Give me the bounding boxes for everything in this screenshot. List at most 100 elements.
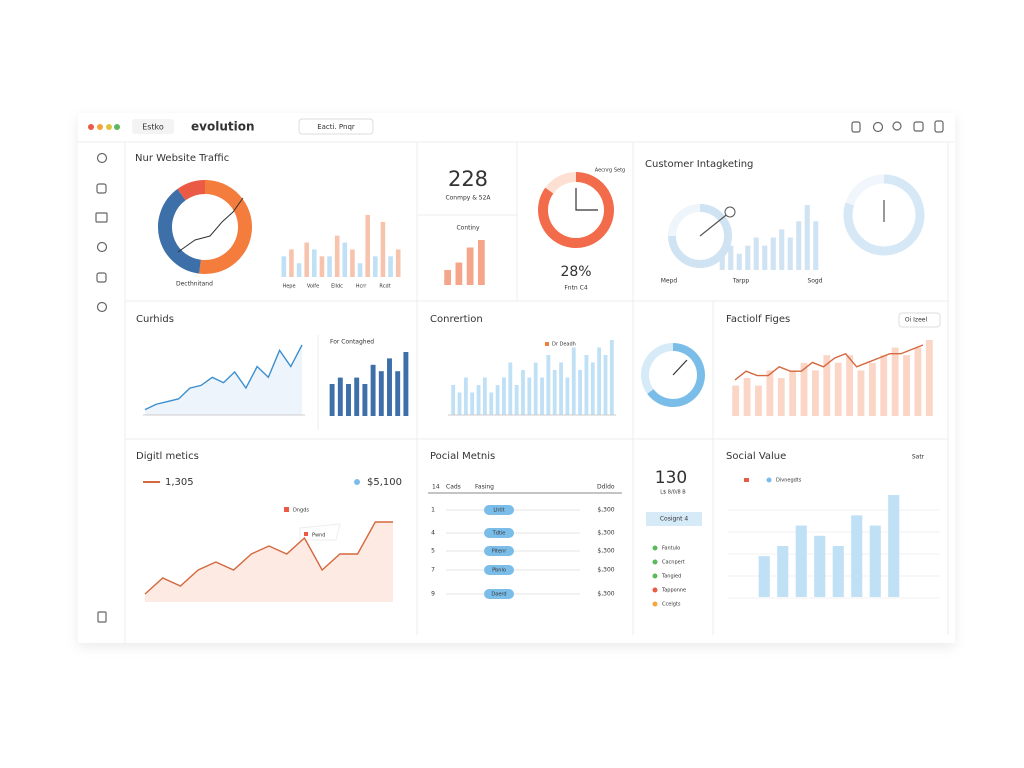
column-header: Cads [446, 484, 461, 491]
bar [502, 377, 506, 415]
brand-box[interactable] [132, 119, 174, 134]
bar [289, 249, 294, 277]
row-value: $,300 [597, 548, 614, 555]
toolbar-icon[interactable] [892, 121, 902, 131]
bar [925, 340, 933, 416]
x-label: Hepe [282, 284, 295, 290]
bar [342, 242, 348, 277]
toolbar-icon[interactable] [913, 121, 924, 132]
bar [584, 355, 589, 415]
gauge-value: 28% [560, 264, 591, 280]
bar [800, 362, 808, 416]
row-index: 7 [431, 567, 435, 574]
window-dot[interactable] [88, 124, 94, 130]
legend: Divnegdts [776, 478, 802, 484]
bar [296, 263, 302, 277]
panel-title: Social Value [726, 451, 786, 462]
bar [337, 377, 343, 416]
list-item: Fantulo [662, 546, 680, 552]
x-label: Tarpp [732, 278, 750, 285]
bar [281, 256, 287, 277]
bar [444, 270, 451, 285]
sidebar-icon[interactable] [96, 272, 107, 283]
panel-title: Pocial Metnis [430, 451, 495, 462]
legend: Dr Deadh [552, 342, 576, 348]
bar [327, 256, 332, 277]
button-text: Cosignt 4 [660, 516, 689, 523]
bar [812, 370, 819, 416]
sidebar-icon[interactable] [96, 301, 108, 313]
bar [357, 263, 363, 277]
bar [745, 245, 751, 270]
bar [514, 385, 519, 415]
toolbar-icon[interactable] [872, 121, 884, 133]
bar [762, 245, 768, 270]
pill [484, 546, 514, 556]
row-index: 9 [431, 591, 435, 598]
window-dot[interactable] [106, 124, 112, 130]
pill-text: Pitenr [492, 549, 508, 555]
bar [770, 237, 776, 270]
panel-title: Nur Website Traffic [135, 153, 229, 164]
sidebar-icon[interactable] [96, 183, 107, 194]
needle [699, 211, 731, 237]
sidebar-icon[interactable] [97, 611, 107, 623]
bar [868, 362, 876, 416]
tooltip [299, 523, 341, 541]
toolbar-icon[interactable] [851, 121, 861, 133]
bar [508, 362, 513, 415]
bar [546, 355, 551, 415]
bar [795, 525, 807, 597]
bar [403, 352, 409, 416]
toolbar-icon[interactable] [934, 120, 944, 133]
kpi-label: Conmpy & 52A [445, 195, 491, 202]
bar [463, 377, 468, 415]
bar [571, 347, 576, 415]
bar [395, 249, 401, 277]
bar [304, 242, 309, 277]
column-header: Ddldo [597, 484, 615, 491]
bar [758, 556, 770, 597]
chart-title: For Contaghed [330, 339, 374, 346]
bar [846, 355, 853, 416]
bar [312, 249, 317, 277]
legend-dot [766, 477, 772, 483]
dropdown-text: Oi Izeel [905, 317, 928, 324]
legend: Dngds [293, 508, 309, 514]
sidebar-icon[interactable] [96, 241, 108, 253]
dropdown[interactable] [898, 312, 941, 328]
bar [914, 347, 922, 416]
button[interactable] [646, 512, 702, 526]
kpi-subtitle: Continy [456, 225, 479, 232]
bar [466, 247, 474, 285]
bar [869, 525, 881, 597]
line [144, 344, 303, 411]
line [734, 344, 924, 381]
legend-swatch [304, 532, 308, 536]
bar [540, 377, 544, 415]
window-dot[interactable] [114, 124, 120, 130]
row-index: 5 [431, 548, 435, 555]
row-value: $,300 [597, 530, 614, 537]
panel-title: Customer Intagketing [645, 159, 753, 170]
bar [565, 377, 570, 415]
bar [732, 385, 740, 416]
search-box[interactable] [298, 118, 374, 135]
legend-swatch [284, 507, 289, 512]
bar [370, 364, 376, 416]
donut-label: Decthnitand [176, 281, 213, 288]
bar [857, 370, 865, 416]
panel-title: Curhids [136, 314, 174, 325]
bar [476, 385, 481, 415]
item-dot [652, 587, 658, 593]
sidebar-icon[interactable] [95, 212, 108, 223]
sidebar-icon[interactable] [96, 152, 108, 164]
stat: 1,305 [165, 477, 194, 488]
window-dot[interactable] [97, 124, 103, 130]
bar [777, 378, 785, 416]
donut-slice [843, 174, 925, 256]
row-value: $,300 [597, 507, 614, 514]
bar [470, 392, 475, 415]
kpi-value: 130 [655, 468, 687, 488]
